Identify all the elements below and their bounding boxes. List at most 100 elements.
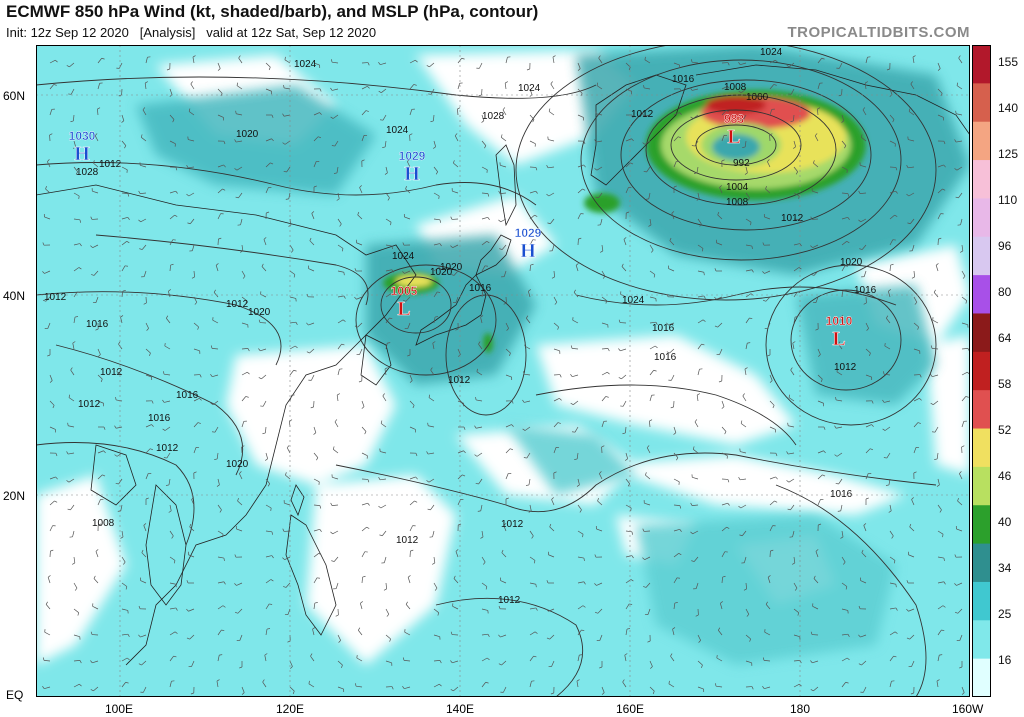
- wind-barb-feather: [427, 508, 431, 511]
- wind-barb: [622, 400, 627, 407]
- wind-barb: [625, 603, 630, 610]
- wind-barb-feather: [722, 575, 726, 578]
- wind-barb-feather: [402, 242, 405, 246]
- wind-barb: [673, 603, 676, 610]
- wind-barb: [73, 317, 76, 324]
- wind-barb-feather: [653, 369, 657, 372]
- wind-barb-feather: [450, 245, 453, 248]
- wind-barb-feather: [670, 406, 674, 409]
- wind-barb-feather: [308, 680, 310, 684]
- wind-barb-feather: [810, 660, 813, 664]
- wind-barb-feather: [937, 68, 941, 71]
- wind-barb: [500, 634, 507, 638]
- wind-barb-feather: [607, 348, 610, 352]
- wind-barb-feather: [186, 580, 189, 584]
- wind-barb: [865, 424, 872, 428]
- pressure-center-letter: H: [74, 143, 90, 165]
- wind-barb-feather: [143, 302, 147, 305]
- wind-barb-feather: [846, 241, 850, 244]
- wind-barb: [501, 137, 507, 142]
- wind-barb-feather: [583, 141, 586, 145]
- wind-barb-feather: [242, 275, 246, 279]
- wind-barb-feather: [460, 379, 463, 383]
- wind-barb: [70, 504, 75, 511]
- wind-barb: [169, 530, 174, 537]
- colorbar-tick-label: 80: [998, 285, 1012, 299]
- wind-barb: [692, 88, 699, 91]
- wind-barb: [673, 112, 680, 116]
- wind-barb-feather: [186, 637, 190, 640]
- wind-barb-feather: [505, 497, 509, 500]
- wind-barb-feather: [523, 371, 525, 375]
- wind-barb: [140, 218, 147, 223]
- wind-barb-feather: [309, 237, 312, 241]
- colorbar-swatch: [973, 198, 990, 238]
- wind-barb: [908, 554, 915, 558]
- wind-barb: [912, 244, 915, 251]
- wind-barb: [719, 348, 723, 355]
- wind-barb-feather: [765, 601, 768, 605]
- wind-barb-feather: [943, 557, 945, 562]
- wind-barb-feather: [534, 631, 538, 634]
- wind-barb-feather: [455, 549, 459, 552]
- wind-barb: [261, 266, 267, 272]
- wind-barb-feather: [906, 608, 909, 612]
- colorbar-tick-label: 58: [998, 377, 1012, 391]
- wind-barb: [764, 631, 771, 636]
- wind-barb-feather: [438, 267, 442, 270]
- colorbar-tick-label: 64: [998, 331, 1012, 345]
- wind-barb-feather: [751, 686, 754, 690]
- wind-barb-feather: [860, 134, 863, 138]
- wind-barb: [692, 477, 699, 480]
- wind-barb: [745, 343, 748, 350]
- wind-barb: [289, 370, 294, 376]
- wind-barb-feather: [526, 68, 530, 71]
- wind-barb-feather: [47, 159, 50, 162]
- wind-barb-feather: [90, 216, 93, 220]
- wind-barb: [911, 660, 915, 667]
- wind-barb: [121, 582, 128, 587]
- wind-barb-feather: [936, 679, 940, 682]
- wind-barb-feather: [814, 133, 818, 136]
- wind-barb: [216, 681, 219, 688]
- wind-barb: [500, 218, 507, 223]
- wind-barb-feather: [454, 133, 458, 136]
- wind-barb: [840, 317, 843, 324]
- wind-barb: [673, 529, 680, 532]
- wind-barb: [189, 634, 195, 640]
- wind-barb-feather: [810, 216, 813, 220]
- wind-barb-feather: [727, 86, 730, 89]
- wind-barb-feather: [238, 55, 241, 59]
- wind-barb: [70, 88, 75, 95]
- wind-barb-feather: [559, 374, 562, 378]
- wind-barb: [621, 374, 627, 380]
- wind-barb: [889, 214, 895, 220]
- wind-barb-feather: [629, 603, 633, 605]
- wind-barb-feather: [676, 457, 679, 461]
- colorbar-tick-label: 96: [998, 239, 1012, 253]
- wind-barb: [166, 452, 171, 459]
- wind-barb: [429, 62, 435, 68]
- wind-barb: [380, 451, 387, 454]
- wind-barb: [47, 577, 51, 584]
- wind-barb: [73, 582, 78, 589]
- wind-barb-feather: [799, 243, 802, 247]
- wind-barb-feather: [813, 575, 816, 579]
- wind-barb: [817, 400, 824, 404]
- wind-barb-feather: [522, 428, 526, 431]
- wind-barb-feather: [313, 185, 317, 188]
- site-watermark: TROPICALTIDBITS.COM: [787, 24, 970, 41]
- wind-barb: [742, 530, 747, 536]
- wind-barb: [524, 426, 531, 431]
- wind-barb: [217, 605, 224, 610]
- wind-barb: [284, 556, 291, 560]
- wind-barb-feather: [390, 222, 392, 226]
- colorbar-swatches: [973, 45, 990, 697]
- isobar-label: 1004: [726, 182, 749, 193]
- wind-barb: [815, 551, 819, 558]
- wind-barb: [404, 270, 411, 274]
- wind-barb: [193, 398, 200, 402]
- wind-barb: [236, 166, 243, 171]
- colorbar-swatch: [973, 658, 990, 697]
- wind-barb-feather: [694, 419, 698, 423]
